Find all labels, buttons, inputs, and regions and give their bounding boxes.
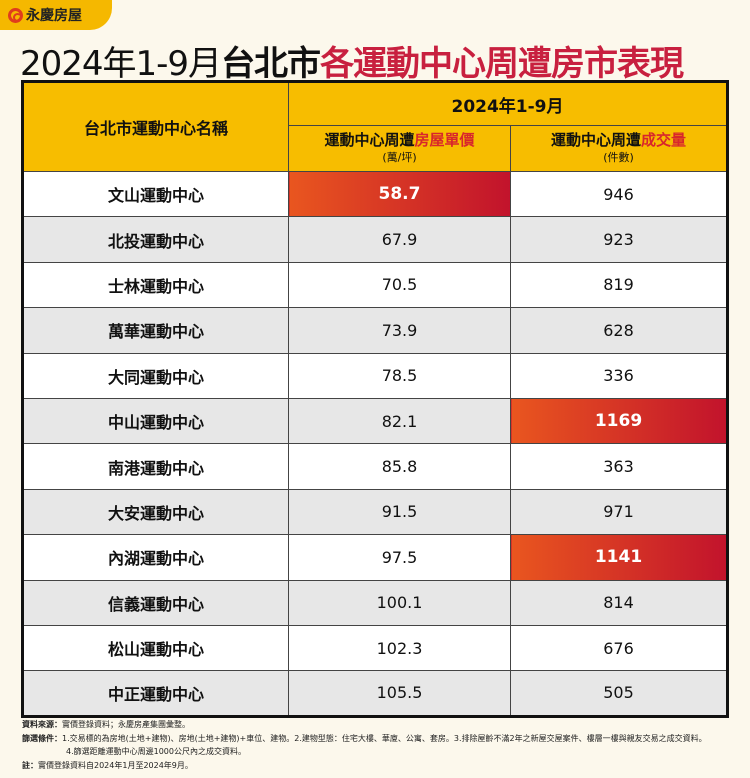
note-label: 註： bbox=[22, 760, 38, 770]
table-row: 信義運動中心 100.1 814 bbox=[22, 579, 728, 626]
filter-note-2: 4.篩選距離運動中心周邊1000公尺內之成交資料。 bbox=[66, 747, 246, 756]
table-row: 大安運動中心 91.5 971 bbox=[22, 488, 728, 536]
price-header-text: 運動中心周遭 bbox=[324, 130, 415, 149]
row-volume: 363 bbox=[510, 443, 728, 490]
row-volume: 1169 bbox=[510, 397, 728, 445]
logo-text: 永慶房屋 bbox=[26, 8, 82, 24]
table-row: 松山運動中心 102.3 676 bbox=[22, 624, 728, 672]
row-price: 78.5 bbox=[288, 352, 511, 399]
column-header-period: 2024年1-9月 bbox=[288, 81, 728, 126]
row-price: 105.5 bbox=[288, 670, 511, 717]
row-name: 南港運動中心 bbox=[22, 443, 289, 490]
volume-header-text: 運動中心周遭 bbox=[550, 130, 641, 149]
volume-header-accent: 成交量 bbox=[641, 130, 687, 149]
row-volume: 819 bbox=[510, 261, 728, 309]
period-note: 註：實價登錄資料自2024年1月至2024年9月。 bbox=[22, 759, 707, 773]
table-row: 萬華運動中心 73.9 628 bbox=[22, 307, 728, 354]
row-price: 85.8 bbox=[288, 443, 511, 490]
row-name: 文山運動中心 bbox=[22, 170, 289, 218]
row-price: 91.5 bbox=[288, 488, 511, 536]
row-name: 松山運動中心 bbox=[22, 624, 289, 672]
table-row: 中正運動中心 105.5 505 bbox=[22, 670, 728, 717]
column-header-price: 運動中心周遭房屋單價 (萬/坪) bbox=[288, 125, 511, 172]
row-name: 北投運動中心 bbox=[22, 216, 289, 263]
column-header-volume: 運動中心周遭成交量 (件數) bbox=[510, 125, 728, 172]
row-name: 內湖運動中心 bbox=[22, 534, 289, 581]
data-table: 台北市運動中心名稱 2024年1-9月 運動中心周遭房屋單價 (萬/坪) 運動中… bbox=[21, 80, 729, 718]
row-price: 67.9 bbox=[288, 216, 511, 263]
row-volume: 628 bbox=[510, 307, 728, 354]
table-row: 中山運動中心 82.1 1169 bbox=[22, 397, 728, 445]
row-price: 102.3 bbox=[288, 624, 511, 672]
row-price: 73.9 bbox=[288, 307, 511, 354]
row-name: 士林運動中心 bbox=[22, 261, 289, 309]
filter-text-1: 1.交易標的為房地(土地+建物)、房地(土地+建物)+車位、建物。2.建物型態：… bbox=[62, 733, 707, 743]
note-text: 實價登錄資料自2024年1月至2024年9月。 bbox=[38, 760, 193, 770]
logo: 永慶房屋 bbox=[0, 0, 112, 30]
row-volume: 946 bbox=[510, 170, 728, 218]
row-volume: 336 bbox=[510, 352, 728, 399]
volume-unit: (件數) bbox=[603, 150, 634, 164]
page-title: 2024年1-9月台北市各運動中心周遭房市表現 bbox=[20, 36, 684, 85]
row-volume: 505 bbox=[510, 670, 728, 717]
row-volume: 814 bbox=[510, 579, 728, 626]
row-volume: 676 bbox=[510, 624, 728, 672]
row-volume: 1141 bbox=[510, 534, 728, 581]
title-city: 台北市 bbox=[221, 44, 321, 84]
row-name: 中山運動中心 bbox=[22, 397, 289, 445]
row-name: 萬華運動中心 bbox=[22, 307, 289, 354]
row-name: 信義運動中心 bbox=[22, 579, 289, 626]
source-label: 資料來源： bbox=[22, 720, 62, 729]
table-row: 北投運動中心 67.9 923 bbox=[22, 216, 728, 263]
source-note: 資料來源：實價登錄資料；永慶房產集團彙整。 bbox=[22, 718, 707, 732]
row-name: 大安運動中心 bbox=[22, 488, 289, 536]
footnotes: 資料來源：實價登錄資料；永慶房產集團彙整。 篩選條件：1.交易標的為房地(土地+… bbox=[22, 718, 707, 772]
row-price: 70.5 bbox=[288, 261, 511, 309]
table-row: 內湖運動中心 97.5 1141 bbox=[22, 534, 728, 581]
column-header-name: 台北市運動中心名稱 bbox=[22, 81, 289, 172]
row-volume: 971 bbox=[510, 488, 728, 536]
table-row: 士林運動中心 70.5 819 bbox=[22, 261, 728, 309]
row-volume: 923 bbox=[510, 216, 728, 263]
row-price: 100.1 bbox=[288, 579, 511, 626]
source-text: 實價登錄資料；永慶房產集團彙整。 bbox=[62, 720, 190, 729]
row-name: 中正運動中心 bbox=[22, 670, 289, 717]
table-row: 大同運動中心 78.5 336 bbox=[22, 352, 728, 399]
row-price: 82.1 bbox=[288, 397, 511, 445]
row-price: 97.5 bbox=[288, 534, 511, 581]
filter-label: 篩選條件： bbox=[22, 733, 62, 743]
price-header-accent: 房屋單價 bbox=[414, 130, 475, 149]
filter-note: 篩選條件：1.交易標的為房地(土地+建物)、房地(土地+建物)+車位、建物。2.… bbox=[22, 732, 707, 746]
title-period: 2024年1-9月 bbox=[20, 44, 222, 84]
price-unit: (萬/坪) bbox=[382, 150, 417, 164]
table-row: 文山運動中心 58.7 946 bbox=[22, 170, 728, 218]
row-name: 大同運動中心 bbox=[22, 352, 289, 399]
logo-icon bbox=[8, 7, 23, 23]
table-row: 南港運動中心 85.8 363 bbox=[22, 443, 728, 490]
title-subject: 各運動中心周遭房市表現 bbox=[320, 44, 684, 84]
row-price: 58.7 bbox=[288, 170, 511, 218]
